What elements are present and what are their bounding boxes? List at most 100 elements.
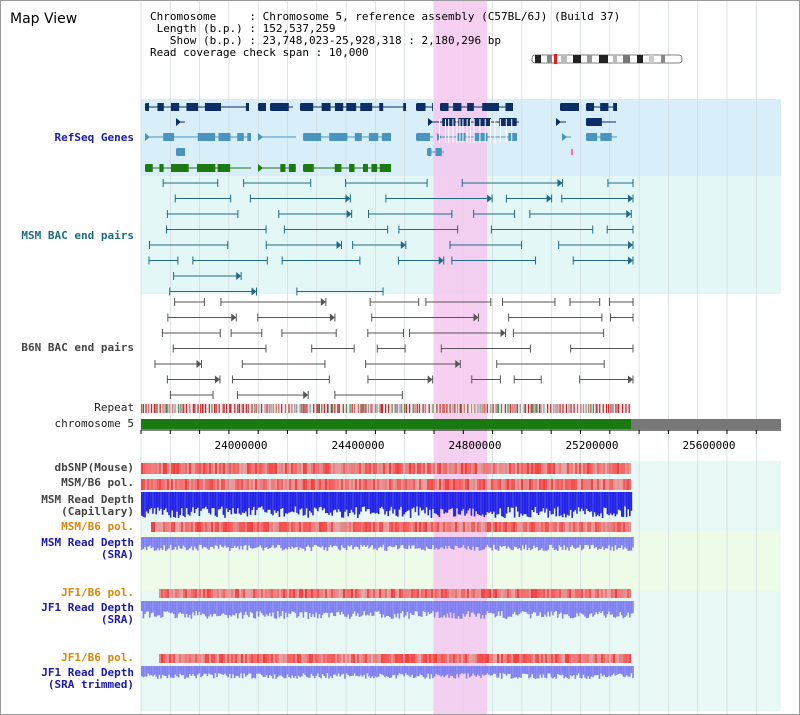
depth-bar xyxy=(141,492,143,516)
depth-bar xyxy=(491,537,493,551)
depth-bar xyxy=(232,601,234,615)
heat-cell xyxy=(325,479,327,490)
repeat-mark xyxy=(454,404,456,413)
depth-bar xyxy=(374,537,377,549)
heat-cell xyxy=(253,479,255,490)
depth-bar xyxy=(318,492,321,508)
repeat-mark xyxy=(527,404,530,413)
depth-bar xyxy=(582,666,585,675)
repeat-mark xyxy=(611,404,613,413)
depth-bar xyxy=(552,537,554,548)
depth-bar xyxy=(157,666,159,679)
depth-bar xyxy=(376,666,378,678)
heat-cell xyxy=(257,463,259,474)
chromosome-bar[interactable] xyxy=(141,419,631,429)
heat-cell xyxy=(625,463,627,474)
gene-exon xyxy=(171,164,189,172)
heat-cell xyxy=(199,479,201,490)
heat-cell xyxy=(537,463,539,474)
repeat-mark xyxy=(446,404,448,413)
msm-bac-arrow xyxy=(251,287,257,296)
heat-cell xyxy=(189,589,191,598)
heat-cell xyxy=(553,522,555,532)
depth-bar xyxy=(305,492,308,509)
b6n-bac-track[interactable] xyxy=(154,298,634,399)
heat-cell xyxy=(377,479,379,490)
depth-bar xyxy=(433,601,436,618)
msm-bac-track[interactable] xyxy=(148,179,634,296)
depth-bar xyxy=(259,492,261,508)
repeat-mark xyxy=(422,404,424,413)
heat-cell xyxy=(531,654,533,663)
heat-cell xyxy=(465,479,467,490)
heat-cell xyxy=(623,522,625,532)
depth-bar xyxy=(206,601,209,619)
depth-bar xyxy=(419,666,421,675)
depth-bar xyxy=(337,537,340,550)
depth-bar xyxy=(245,537,247,545)
depth-bar xyxy=(464,601,466,617)
heat-cell xyxy=(507,654,509,663)
gene-exon xyxy=(587,118,602,126)
heat-cell xyxy=(181,589,183,598)
depth-bar xyxy=(333,492,335,511)
repeat-mark xyxy=(245,404,247,413)
heat-cell xyxy=(617,589,619,598)
repeat-mark xyxy=(291,404,293,413)
depth-bar xyxy=(278,666,281,676)
heat-cell xyxy=(533,463,535,474)
heat-cell xyxy=(389,463,391,474)
heat-cell xyxy=(361,522,363,532)
heat-cell xyxy=(491,522,493,532)
repeat-mark xyxy=(165,404,168,413)
heat-cell xyxy=(441,654,443,663)
depth-bar xyxy=(286,666,289,675)
refseq-gene-track[interactable] xyxy=(145,103,617,172)
depth-bar xyxy=(189,666,191,674)
heat-tracks[interactable] xyxy=(141,463,631,663)
depth-bar xyxy=(355,666,357,676)
heat-cell xyxy=(593,654,595,663)
heat-cell xyxy=(173,463,175,474)
heat-cell xyxy=(489,479,491,490)
repeat-mark xyxy=(148,404,150,413)
heat-cell xyxy=(575,589,577,598)
depth-bar xyxy=(262,601,265,616)
depth-bar xyxy=(357,492,359,518)
heat-cell xyxy=(351,463,353,474)
heat-cell xyxy=(449,522,451,532)
heat-cell xyxy=(541,654,543,663)
depth-bar xyxy=(526,601,529,614)
depth-bar xyxy=(625,537,628,549)
heat-cell xyxy=(605,522,607,532)
depth-bar xyxy=(438,601,441,618)
repeat-mark xyxy=(211,404,213,413)
depth-bar xyxy=(160,537,162,549)
repeat-track[interactable] xyxy=(141,404,631,413)
gene-exon xyxy=(453,103,462,111)
heat-cell xyxy=(551,589,553,598)
depth-bar xyxy=(254,492,257,516)
heat-cell xyxy=(293,522,295,532)
heat-cell xyxy=(537,589,539,598)
heat-cell xyxy=(529,589,531,598)
depth-bar xyxy=(566,666,569,679)
heat-cell xyxy=(287,479,289,490)
heat-cell xyxy=(203,654,205,663)
depth-bar xyxy=(373,537,375,550)
heat-cell xyxy=(163,589,165,598)
heat-cell xyxy=(165,654,167,663)
depth-bar xyxy=(525,492,527,515)
read-depth-tracks[interactable] xyxy=(141,492,634,679)
depth-bar xyxy=(547,601,549,612)
heat-cell xyxy=(283,589,285,598)
chromosome-ideogram[interactable] xyxy=(531,53,685,65)
depth-bar xyxy=(365,601,367,616)
heat-cell xyxy=(407,522,409,532)
depth-bar xyxy=(574,666,577,679)
depth-bar xyxy=(181,601,183,614)
depth-bar xyxy=(377,492,380,515)
depth-bar xyxy=(192,537,194,551)
depth-bar xyxy=(409,601,412,613)
heat-cell xyxy=(613,463,615,474)
